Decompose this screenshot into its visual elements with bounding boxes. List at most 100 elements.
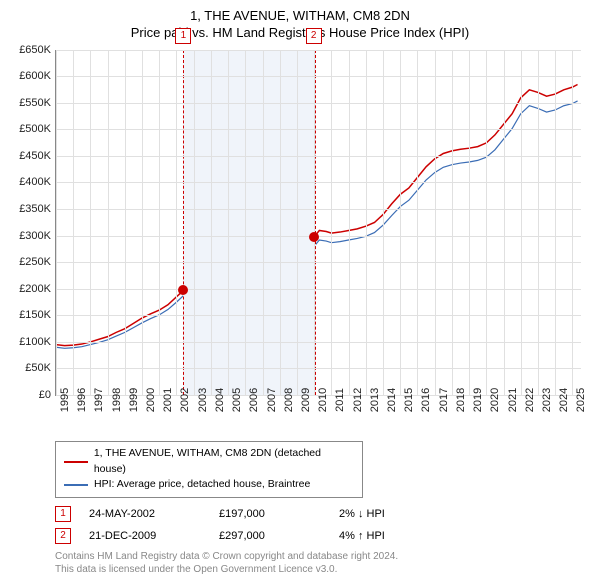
gridline-v: [73, 50, 74, 395]
gridline-h: [56, 129, 581, 130]
x-axis-label: 2002: [179, 388, 191, 412]
gridline-h: [56, 182, 581, 183]
gridline-v: [504, 50, 505, 395]
gridline-v: [297, 50, 298, 395]
legend-label-hpi: HPI: Average price, detached house, Brai…: [94, 477, 310, 493]
title-subtitle: Price paid vs. HM Land Registry's House …: [0, 25, 600, 42]
gridline-v: [435, 50, 436, 395]
legend-swatch-hpi: [64, 484, 88, 486]
attribution-text: Contains HM Land Registry data © Crown c…: [55, 550, 600, 576]
x-axis-label: 2010: [317, 388, 329, 412]
gridline-v: [125, 50, 126, 395]
gridline-h: [56, 315, 581, 316]
sale-diff: 2% ↓ HPI: [339, 508, 385, 520]
gridline-v: [417, 50, 418, 395]
gridline-v: [538, 50, 539, 395]
x-axis-label: 2024: [558, 388, 570, 412]
gridline-v: [263, 50, 264, 395]
x-axis-label: 2001: [162, 388, 174, 412]
gridline-v: [452, 50, 453, 395]
sale-row: 2 21-DEC-2009 £297,000 4% ↑ HPI: [55, 528, 600, 544]
y-axis-label: £600K: [1, 70, 51, 82]
sale-marker-2: 2: [306, 28, 322, 44]
x-axis-label: 2017: [438, 388, 450, 412]
sale-price: £297,000: [219, 530, 339, 542]
x-axis-label: 1997: [93, 388, 105, 412]
gridline-v: [366, 50, 367, 395]
x-axis-label: 2004: [214, 388, 226, 412]
gridline-h: [56, 50, 581, 51]
x-axis-label: 2005: [231, 388, 243, 412]
legend-swatch-price-paid: [64, 461, 88, 463]
y-axis-label: £350K: [1, 203, 51, 215]
chart-title: 1, THE AVENUE, WITHAM, CM8 2DN Price pai…: [0, 0, 600, 42]
y-axis-label: £200K: [1, 283, 51, 295]
sale-marker-box: 1: [55, 506, 71, 522]
gridline-v: [349, 50, 350, 395]
y-axis-label: £450K: [1, 150, 51, 162]
x-axis-label: 2000: [145, 388, 157, 412]
gridline-v: [521, 50, 522, 395]
x-axis-label: 2007: [266, 388, 278, 412]
sale-dot-1: [178, 285, 188, 295]
y-axis-label: £400K: [1, 176, 51, 188]
sale-dot-2: [309, 232, 319, 242]
gridline-v: [56, 50, 57, 395]
x-axis-label: 2015: [403, 388, 415, 412]
x-axis-label: 2023: [541, 388, 553, 412]
x-axis-label: 2013: [369, 388, 381, 412]
gridline-v: [194, 50, 195, 395]
gridline-v: [383, 50, 384, 395]
sale-marker-1: 1: [175, 28, 191, 44]
legend-item-price-paid: 1, THE AVENUE, WITHAM, CM8 2DN (detached…: [64, 446, 354, 478]
gridline-v: [159, 50, 160, 395]
x-axis-label: 1996: [76, 388, 88, 412]
y-axis-label: £550K: [1, 97, 51, 109]
line-series-svg: [56, 50, 581, 395]
gridline-h: [56, 262, 581, 263]
gridline-v: [228, 50, 229, 395]
shaded-ownership-band: [183, 50, 315, 395]
gridline-v: [211, 50, 212, 395]
gridline-h: [56, 103, 581, 104]
x-axis-label: 2016: [420, 388, 432, 412]
gridline-v: [314, 50, 315, 395]
legend-box: 1, THE AVENUE, WITHAM, CM8 2DN (detached…: [55, 441, 363, 498]
gridline-h: [56, 289, 581, 290]
y-axis-label: £0: [1, 389, 51, 401]
plot-area: £0£50K£100K£150K£200K£250K£300K£350K£400…: [55, 50, 581, 396]
gridline-v: [400, 50, 401, 395]
y-axis-label: £50K: [1, 362, 51, 374]
y-axis-label: £650K: [1, 44, 51, 56]
x-axis-label: 2025: [575, 388, 587, 412]
x-axis-label: 1995: [59, 388, 71, 412]
attribution-line2: This data is licensed under the Open Gov…: [55, 563, 600, 576]
title-address: 1, THE AVENUE, WITHAM, CM8 2DN: [0, 8, 600, 25]
gridline-v: [90, 50, 91, 395]
x-axis-label: 2009: [300, 388, 312, 412]
y-axis-label: £250K: [1, 256, 51, 268]
gridline-v: [572, 50, 573, 395]
sale-diff: 4% ↑ HPI: [339, 530, 385, 542]
sale-row: 1 24-MAY-2002 £197,000 2% ↓ HPI: [55, 506, 600, 522]
gridline-v: [486, 50, 487, 395]
gridline-v: [142, 50, 143, 395]
x-axis-label: 2022: [524, 388, 536, 412]
x-axis-label: 1998: [111, 388, 123, 412]
y-axis-label: £300K: [1, 230, 51, 242]
sale-date: 21-DEC-2009: [89, 530, 219, 542]
gridline-v: [245, 50, 246, 395]
attribution-line1: Contains HM Land Registry data © Crown c…: [55, 550, 600, 563]
gridline-h: [56, 156, 581, 157]
gridline-h: [56, 76, 581, 77]
gridline-v: [108, 50, 109, 395]
x-axis-label: 2006: [248, 388, 260, 412]
legend-item-hpi: HPI: Average price, detached house, Brai…: [64, 477, 354, 493]
chart-container: 1, THE AVENUE, WITHAM, CM8 2DN Price pai…: [0, 0, 600, 560]
gridline-v: [331, 50, 332, 395]
x-axis-label: 2011: [334, 388, 346, 412]
gridline-v: [555, 50, 556, 395]
gridline-h: [56, 368, 581, 369]
x-axis-label: 2021: [507, 388, 519, 412]
gridline-v: [469, 50, 470, 395]
